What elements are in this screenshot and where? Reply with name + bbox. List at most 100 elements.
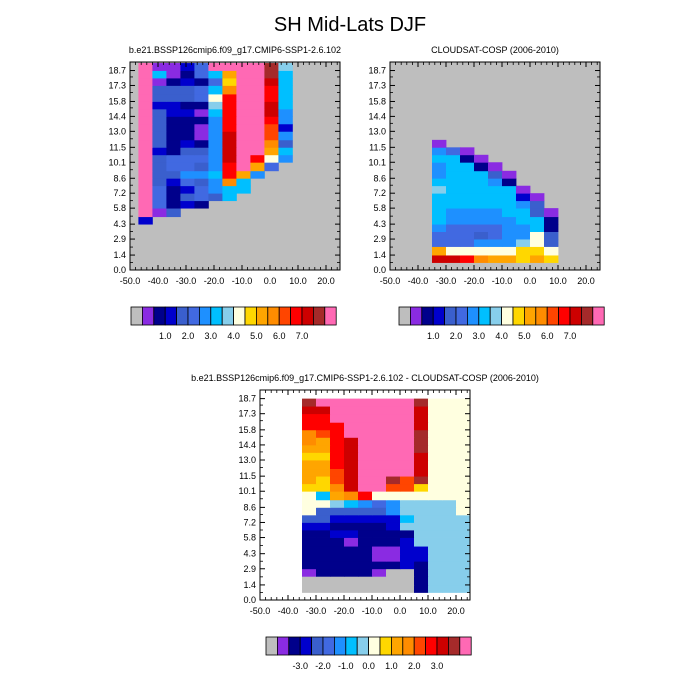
heatmap-cell xyxy=(386,483,401,492)
heatmap-cell xyxy=(456,499,471,508)
heatmap-cell xyxy=(456,530,471,538)
heatmap-cell xyxy=(316,507,331,516)
heatmap-cell xyxy=(456,576,471,586)
heatmap-cell xyxy=(386,452,401,461)
heatmap-cell xyxy=(372,460,387,470)
colorbar-swatch xyxy=(447,636,461,656)
heatmap-cell xyxy=(250,85,265,95)
y-tick-label: 18.7 xyxy=(368,66,386,76)
x-tick-label: -10.0 xyxy=(362,606,383,616)
heatmap-cell xyxy=(372,468,387,477)
heatmap-cell xyxy=(386,406,401,415)
heatmap-cell xyxy=(474,231,489,240)
y-tick-label: 11.5 xyxy=(109,142,126,152)
heatmap-cell xyxy=(400,406,415,415)
colorbar-label: -3.0 xyxy=(292,661,308,671)
heatmap-cell xyxy=(208,139,223,148)
heatmap-cell xyxy=(330,398,345,407)
heatmap-cell xyxy=(488,200,503,209)
heatmap-cell xyxy=(442,444,457,453)
heatmap-cell xyxy=(386,561,401,570)
heatmap-cell xyxy=(414,460,429,470)
heatmap-cell xyxy=(316,561,331,570)
heatmap-cell xyxy=(250,123,265,132)
heatmap-cell xyxy=(250,170,265,179)
y-tick-label: 10.1 xyxy=(108,157,126,167)
heatmap-cell xyxy=(474,178,489,187)
heatmap-cell xyxy=(222,185,237,194)
heatmap-cell xyxy=(264,94,279,102)
heatmap-cell xyxy=(166,193,181,202)
heatmap-cell xyxy=(180,131,195,141)
heatmap-cell xyxy=(474,208,489,218)
colorbar-swatch xyxy=(356,636,370,656)
heatmap-cell xyxy=(446,216,461,225)
heatmap-cell xyxy=(358,561,373,570)
heatmap-cell xyxy=(222,193,237,202)
colorbar-label: 2.0 xyxy=(408,661,421,671)
heatmap-cell xyxy=(474,162,489,172)
y-tick-label: 2.9 xyxy=(373,234,386,244)
heatmap-cell xyxy=(428,499,443,508)
heatmap-cell xyxy=(302,499,317,508)
heatmap-cell xyxy=(432,162,447,172)
colorbar: 1.0 2.0 3.0 4.0 5.0 6.0 7.0 xyxy=(398,306,605,341)
heatmap-cell xyxy=(530,255,545,263)
colorbar-swatch xyxy=(592,306,605,326)
heatmap-cell xyxy=(414,476,429,485)
y-tick-label: 0.0 xyxy=(113,265,126,275)
heatmap-cell xyxy=(456,398,471,407)
heatmap-cell xyxy=(222,178,237,187)
colorbar-label: 3.0 xyxy=(431,661,444,671)
heatmap-cell xyxy=(316,468,331,477)
heatmap-cell xyxy=(400,491,415,501)
heatmap-cell xyxy=(250,78,265,86)
heatmap-cell xyxy=(330,576,345,586)
heatmap-cell xyxy=(442,491,457,501)
heatmap-cell xyxy=(344,406,359,415)
x-tick-label: -20.0 xyxy=(464,276,485,286)
x-tick-label: 10.0 xyxy=(419,606,437,616)
heatmap-cell xyxy=(236,170,251,179)
heatmap-cell xyxy=(446,170,461,179)
heatmap-cell xyxy=(344,460,359,470)
heatmap-cell xyxy=(316,460,331,470)
heatmap-cell xyxy=(400,568,415,577)
heatmap-cell xyxy=(166,185,181,194)
heatmap-cell xyxy=(488,170,503,179)
heatmap-cell xyxy=(460,178,475,187)
heatmap-cell xyxy=(446,200,461,209)
heatmap-cell xyxy=(400,429,415,438)
heatmap-cell xyxy=(474,224,489,232)
heatmap-cell xyxy=(152,94,167,102)
heatmap-cell xyxy=(414,537,429,547)
heatmap-cell xyxy=(400,437,415,446)
heatmap-cell xyxy=(152,178,167,187)
heatmap-cell xyxy=(330,468,345,477)
heatmap-cell xyxy=(264,70,279,79)
heatmap-cell xyxy=(152,123,167,132)
heatmap-cell xyxy=(400,553,415,562)
heatmap-cell xyxy=(302,522,317,531)
heatmap-cell xyxy=(460,170,475,179)
y-tick-label: 14.4 xyxy=(238,440,256,450)
heatmap-cell xyxy=(330,406,345,415)
heatmap-cell xyxy=(152,185,167,194)
heatmap-cell xyxy=(530,208,545,218)
heatmap-cell xyxy=(344,499,359,508)
heatmap-cell xyxy=(138,85,153,95)
heatmap-cell xyxy=(516,239,531,247)
heatmap-cell xyxy=(344,568,359,577)
colorbar-swatch xyxy=(299,636,313,656)
heatmap-cell xyxy=(530,231,545,240)
heatmap-cell xyxy=(428,413,443,423)
heatmap-cell xyxy=(208,147,223,156)
heatmap-cell xyxy=(400,460,415,470)
heatmap-cell xyxy=(428,406,443,415)
heatmap-cell xyxy=(400,422,415,431)
heatmap-cell xyxy=(358,444,373,453)
colorbar-swatch xyxy=(368,636,381,656)
heatmap-cell xyxy=(302,537,317,547)
heatmap-cell xyxy=(236,154,251,163)
heatmap-cell xyxy=(358,476,373,485)
